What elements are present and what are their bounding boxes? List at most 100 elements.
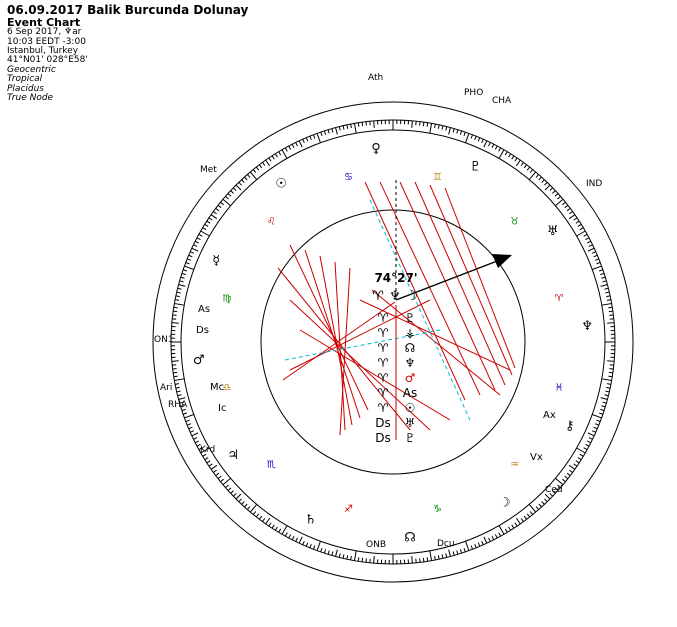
degree-tick — [357, 557, 360, 562]
named-point-label: Ced — [545, 485, 563, 495]
center-left-glyph-icon: Ds — [375, 431, 391, 445]
degree-tick — [515, 159, 521, 167]
degree-tick — [602, 280, 607, 283]
degree-tick — [608, 375, 613, 378]
degree-tick — [554, 487, 559, 491]
degree-tick — [596, 419, 601, 423]
zodiac-sign-icon: ♊ — [433, 172, 442, 183]
degree-tick — [606, 383, 612, 385]
degree-tick — [346, 124, 349, 129]
zodiac-sign-icon: ♓ — [555, 383, 564, 394]
degree-tick — [252, 169, 257, 173]
degree-tick — [594, 423, 600, 426]
degree-tick — [202, 227, 207, 231]
center-right-glyph-icon: As — [403, 386, 417, 400]
direction-arrow-shaft — [395, 257, 506, 301]
named-point-label: Met — [200, 165, 217, 175]
aspect-line — [299, 329, 451, 421]
degree-tick — [278, 151, 282, 156]
degree-tick — [189, 251, 195, 254]
time-line: 10:03 EEDT -3:00 — [7, 36, 86, 47]
degree-tick — [465, 541, 470, 551]
degree-tick — [249, 504, 258, 513]
degree-tick — [555, 198, 564, 207]
center-top-glyph-icon: ♆ — [389, 289, 401, 304]
aspect-line-cyan — [369, 199, 471, 421]
degree-tick — [204, 223, 209, 227]
degree-tick — [526, 513, 531, 518]
center-left-glyph-icon: Ds — [375, 416, 391, 430]
degree-tick — [194, 440, 199, 444]
degree-tick — [568, 464, 576, 470]
chart-header: 06.09.2017 Balik Burcunda Dolunay Event … — [7, 4, 248, 104]
degree-tick — [323, 130, 327, 135]
degree-tick — [350, 555, 352, 561]
degree-tick — [262, 162, 266, 166]
aspect-line — [277, 267, 411, 431]
planet-glyph-icon: ♄ — [305, 513, 317, 528]
center-left-glyph-icon: ♈ — [378, 356, 389, 370]
zodiac-sign-icon: ♍ — [222, 293, 231, 304]
aspect-line — [282, 301, 396, 381]
center-top-glyph-icon: ♈ — [372, 289, 384, 304]
system-true-node: True Node — [7, 93, 54, 104]
degree-tick — [361, 557, 364, 562]
degree-tick — [173, 375, 178, 378]
degree-tick — [295, 537, 298, 542]
center-right-glyph-icon: ♇ — [405, 311, 416, 325]
degree-tick — [588, 244, 593, 247]
degree-tick — [504, 528, 508, 533]
degree-tick — [373, 120, 375, 128]
degree-tick — [220, 201, 224, 206]
degree-tick — [327, 129, 330, 134]
aspect-line — [304, 249, 361, 419]
degree-tick — [579, 227, 584, 231]
degree-tick — [569, 211, 573, 215]
degree-tick — [174, 302, 185, 306]
degree-tick — [608, 310, 613, 313]
center-right-glyph-icon: ♇ — [405, 431, 416, 445]
degree-tick — [194, 240, 199, 244]
aspect-line — [289, 299, 431, 371]
degree-tick — [601, 302, 612, 306]
degree-tick — [491, 536, 495, 541]
center-top-glyph-icon: ☽ — [406, 289, 418, 304]
degree-tick — [255, 513, 260, 518]
degree-tick — [175, 386, 180, 389]
named-point-label: Ari — [160, 383, 172, 393]
degree-tick — [593, 254, 598, 258]
degree-tick — [215, 472, 220, 477]
place-line: Istanbul, Turkey — [7, 46, 79, 57]
planet-glyph-icon: ⚷ — [565, 418, 575, 433]
degree-tick — [357, 122, 360, 127]
degree-tick — [210, 214, 218, 220]
degree-tick — [208, 217, 213, 221]
degree-tick — [312, 134, 316, 139]
degree-tick — [193, 244, 198, 247]
aspect-line — [429, 184, 513, 376]
degree-tick — [555, 477, 564, 486]
degree-tick — [350, 123, 352, 129]
degree-tick — [193, 437, 198, 440]
degree-tick — [191, 247, 199, 252]
degree-tick — [271, 155, 275, 160]
degree-tick — [579, 453, 584, 457]
degree-tick — [608, 371, 613, 374]
degree-tick — [477, 137, 481, 142]
degree-tick — [587, 432, 595, 437]
degree-tick — [184, 414, 194, 419]
aspect-line-cyan — [284, 329, 441, 361]
degree-tick — [535, 506, 540, 510]
degree-tick — [181, 408, 186, 412]
degree-tick — [434, 555, 436, 561]
degree-tick — [587, 440, 592, 444]
degree-tick — [202, 453, 207, 457]
sign-ring — [180, 129, 606, 555]
zodiac-sign-icon: ♌ — [267, 216, 276, 227]
degree-tick — [592, 265, 602, 270]
degree-tick — [528, 504, 537, 513]
degree-tick — [176, 291, 181, 294]
degree-tick — [607, 360, 615, 362]
degree-tick — [557, 195, 561, 200]
